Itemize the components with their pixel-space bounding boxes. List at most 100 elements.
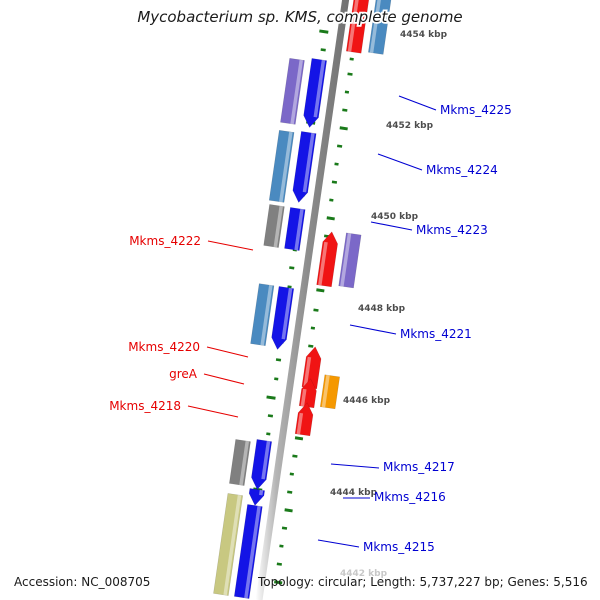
gene-glyph-highlight [347, 0, 359, 52]
gene-glyph-gray-4217[interactable] [229, 439, 251, 486]
gene-glyph-highlight [261, 440, 271, 480]
genome-axis[interactable] [255, 0, 351, 600]
gene-glyph-highlight [296, 412, 304, 435]
tick-mark [310, 326, 316, 330]
gene-glyph-purple-4222[interactable] [338, 232, 362, 289]
gene-label-mkms_4216[interactable]: Mkms_4216 [374, 490, 446, 504]
gene-glyph-khaki-4215[interactable] [213, 493, 244, 596]
tick-label: 4446 kbp [343, 396, 391, 406]
tick-mark [266, 395, 276, 400]
tick-label: 4442 kbp [340, 569, 388, 579]
leader-line [206, 346, 249, 358]
page-title-halo: Mycobacterium sp. KMS, complete genome [137, 8, 462, 26]
gene-label-mkms_4222[interactable]: Mkms_4222 [129, 234, 201, 248]
tick-mark [281, 526, 288, 530]
page-title: Mycobacterium sp. KMS, complete genome [137, 8, 462, 26]
tick-mark [279, 544, 284, 548]
label-leader-lines [187, 95, 437, 548]
tick-mark [294, 436, 304, 441]
gene-glyph-blue-4225[interactable] [303, 58, 327, 128]
tick-mark [289, 472, 294, 476]
gene-glyph-purple-4225[interactable] [280, 58, 305, 125]
tick-label: 4448 kbp [358, 304, 406, 314]
gene-glyph-steelblue-top[interactable] [368, 0, 392, 55]
tick-mark [326, 216, 335, 221]
gene-label-mkms_4224[interactable]: Mkms_4224 [426, 163, 498, 177]
gene-label-mkms_4218[interactable]: Mkms_4218 [109, 399, 181, 413]
gene-label-mkms_4220[interactable]: Mkms_4220 [128, 340, 200, 354]
tick-mark [292, 454, 298, 458]
gene-glyph-blue-4215[interactable] [233, 504, 263, 599]
gene-glyph-highlight [294, 208, 304, 251]
gene-glyph-blue-4217[interactable] [251, 439, 273, 490]
tick-labels: 4454 kbp 4452 kbp 4450 kbp 4448 kbp 4446 kbp… [330, 30, 448, 579]
gene-glyph-highlight [260, 285, 273, 346]
gene-label-mkms_4217[interactable]: Mkms_4217 [383, 460, 455, 474]
gene-label-grea[interactable]: greA [169, 367, 198, 381]
tick-mark [319, 29, 329, 34]
gene-glyph-highlight [302, 132, 315, 193]
tick-mark [289, 266, 295, 270]
gene-label-mkms_4223[interactable]: Mkms_4223 [416, 223, 488, 237]
gene-label-mkms_4221[interactable]: Mkms_4221 [400, 327, 472, 341]
gene-glyph-highlight [281, 287, 293, 340]
tick-mark [276, 562, 282, 566]
tick-mark [267, 414, 274, 418]
leader-line [398, 95, 437, 111]
gene-glyph-blue-4216[interactable] [248, 488, 265, 506]
tick-mark [320, 48, 326, 52]
gene-glyph-blue-4224[interactable] [292, 131, 317, 203]
tick-mark [334, 162, 339, 166]
tick-mark [284, 508, 293, 513]
gene-glyph-highlight [290, 59, 304, 125]
leader-line [370, 221, 413, 231]
tick-mark [336, 144, 343, 148]
tick-mark [347, 72, 353, 76]
tick-label: 4454 kbp [400, 30, 448, 40]
gene-glyph-highlight [340, 233, 352, 287]
tick-label: 4450 kbp [371, 212, 419, 222]
gene-glyph-red-4222[interactable] [316, 231, 338, 288]
gene-glyphs[interactable] [213, 0, 392, 599]
tick-mark [308, 344, 314, 348]
gene-glyph-highlight [273, 205, 283, 248]
leader-line [377, 153, 423, 171]
tick-mark [339, 126, 348, 131]
tick-mark [329, 198, 334, 202]
tick-mark [274, 580, 283, 585]
accession-label: Accession: NC_008705 [14, 575, 150, 589]
gene-glyph-highlight [239, 440, 250, 486]
summary-label: Topology: circular; Length: 5,737,227 bp… [258, 575, 588, 589]
tick-mark [331, 180, 338, 184]
gene-glyph-highlight [303, 356, 312, 388]
gene-label-mkms_4215[interactable]: Mkms_4215 [363, 540, 435, 554]
gene-glyph-highlight [318, 241, 328, 286]
gene-glyph-steelblue-4224[interactable] [268, 130, 295, 203]
gene-glyph-highlight [244, 505, 261, 599]
genome-axis-bar[interactable] [255, 0, 351, 600]
tick-mark [349, 57, 354, 61]
leader-line [187, 405, 239, 418]
tick-mark [344, 90, 350, 94]
gene-glyph-blue-4221[interactable] [271, 286, 295, 350]
tick-label: 4444 kbp [330, 488, 378, 498]
leader-line [317, 539, 360, 548]
gene-glyph-highlight [313, 59, 326, 118]
tick-mark [313, 308, 319, 312]
gene-glyph-red-top[interactable] [345, 0, 370, 54]
leader-line [349, 324, 397, 335]
gene-glyph-blue-4223[interactable] [284, 207, 306, 251]
tick-label: 4452 kbp [386, 121, 434, 131]
gene-label-mkms_4225[interactable]: Mkms_4225 [440, 103, 512, 117]
gene-glyph-gray-4223[interactable] [263, 204, 285, 248]
gene-glyph-red-4218[interactable] [294, 402, 314, 437]
gene-labels[interactable]: Mkms_4225 Mkms_4224 Mkms_4223 Mkms_4221 Mkms… [109, 103, 512, 554]
gene-glyph-highlight [279, 131, 293, 203]
gene-glyph-steelblue-4221[interactable] [250, 283, 275, 346]
tick-mark [266, 432, 271, 436]
gene-glyph-highlight [321, 374, 330, 408]
gene-glyph-orange-grea[interactable] [319, 374, 340, 410]
leader-line [203, 373, 245, 385]
